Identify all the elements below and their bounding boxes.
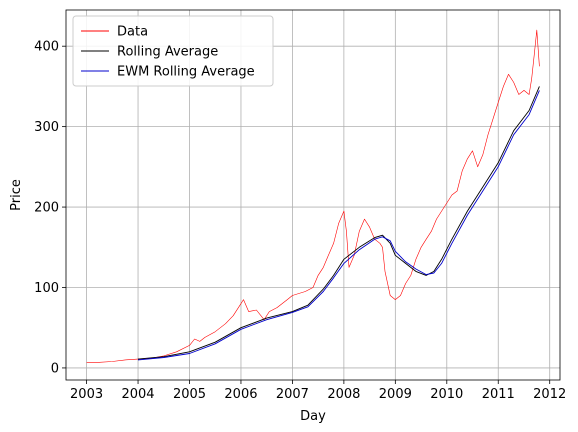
legend-label-ewm-rolling-average: EWM Rolling Average <box>117 65 255 80</box>
y-tick-label-0: 0 <box>51 361 59 376</box>
x-tick-label-2012: 2012 <box>533 387 566 402</box>
grid-lines <box>66 10 560 380</box>
x-tick-label-2004: 2004 <box>121 387 154 402</box>
x-tick-label-2007: 2007 <box>276 387 309 402</box>
legend: Data Rolling Average EWM Rolling Average <box>72 15 274 87</box>
y-tick-label-300: 300 <box>34 120 59 135</box>
x-tick-label-2009: 2009 <box>379 387 412 402</box>
y-axis-ticks: 0 100 200 300 400 <box>34 40 66 376</box>
y-tick-label-200: 200 <box>34 201 59 216</box>
x-tick-label-2011: 2011 <box>482 387 515 402</box>
legend-label-data: Data <box>117 25 148 40</box>
y-axis-title: Price <box>9 179 24 211</box>
x-axis-ticks: 2003 2004 2005 2006 2007 2008 2009 2010 2011 2012 <box>70 380 566 402</box>
y-tick-label-100: 100 <box>34 281 59 296</box>
legend-label-rolling-average: Rolling Average <box>117 45 218 60</box>
legend-entry-data: Data <box>81 25 148 40</box>
plot-frame <box>65 9 561 381</box>
x-tick-label-2005: 2005 <box>173 387 206 402</box>
legend-box <box>72 15 274 87</box>
series-line-data <box>86 29 540 363</box>
x-tick-label-2006: 2006 <box>224 387 257 402</box>
y-tick-label-400: 400 <box>34 40 59 55</box>
series-line-ewm-rolling-average <box>137 90 540 361</box>
series-lines <box>86 29 540 363</box>
x-tick-label-2008: 2008 <box>327 387 360 402</box>
legend-entry-rolling-average: Rolling Average <box>81 45 218 60</box>
legend-entry-ewm-rolling-average: EWM Rolling Average <box>81 65 255 80</box>
x-tick-label-2003: 2003 <box>70 387 103 402</box>
x-tick-label-2010: 2010 <box>430 387 463 402</box>
x-axis-title: Day <box>300 409 326 424</box>
